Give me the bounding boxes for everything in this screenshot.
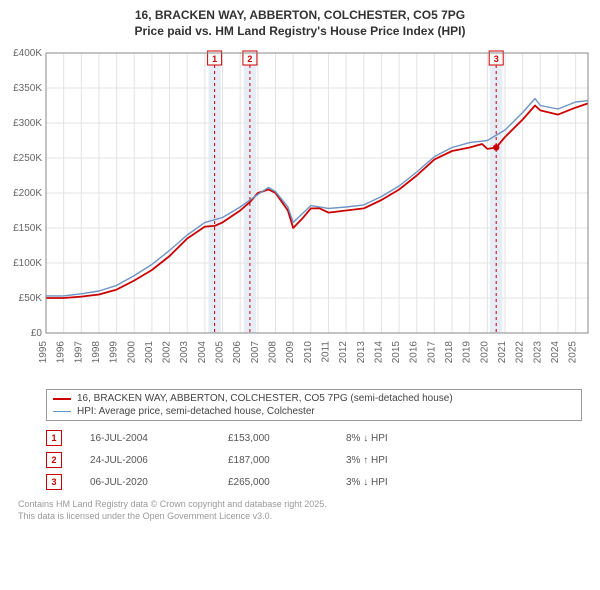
svg-text:1997: 1997 [73, 341, 84, 364]
svg-text:2009: 2009 [285, 341, 296, 364]
svg-text:2024: 2024 [550, 341, 561, 364]
footnote-line-1: Contains HM Land Registry data © Crown c… [18, 499, 582, 511]
legend-label: 16, BRACKEN WAY, ABBERTON, COLCHESTER, C… [77, 393, 453, 404]
svg-text:1995: 1995 [38, 341, 49, 364]
svg-text:£350K: £350K [13, 83, 42, 94]
svg-text:1996: 1996 [56, 341, 67, 364]
svg-text:2006: 2006 [232, 341, 243, 364]
legend-item: HPI: Average price, semi-detached house,… [53, 405, 575, 418]
svg-text:2016: 2016 [409, 341, 420, 364]
svg-text:2019: 2019 [462, 341, 473, 364]
event-price: £187,000 [228, 455, 318, 466]
svg-text:2008: 2008 [268, 341, 279, 364]
event-date: 24-JUL-2006 [90, 455, 200, 466]
svg-text:2001: 2001 [144, 341, 155, 364]
svg-text:2023: 2023 [532, 341, 543, 364]
svg-text:2013: 2013 [356, 341, 367, 364]
legend-swatch [53, 398, 71, 400]
svg-text:2004: 2004 [197, 341, 208, 364]
title-line-1: 16, BRACKEN WAY, ABBERTON, COLCHESTER, C… [8, 8, 592, 24]
chart-area: £0 £50K £100K £150K £200K £250K £300K £350K £400… [8, 43, 592, 383]
title-line-2: Price paid vs. HM Land Registry's House … [8, 24, 592, 40]
event-price: £153,000 [228, 433, 318, 444]
svg-text:2: 2 [247, 54, 252, 64]
svg-text:£50K: £50K [19, 293, 43, 304]
svg-text:2022: 2022 [515, 341, 526, 364]
event-date: 16-JUL-2004 [90, 433, 200, 444]
svg-text:2010: 2010 [303, 341, 314, 364]
svg-text:1998: 1998 [91, 341, 102, 364]
event-row: 2 24-JUL-2006 £187,000 3% ↑ HPI [46, 449, 582, 471]
svg-text:£300K: £300K [13, 118, 42, 129]
svg-text:2007: 2007 [250, 341, 261, 364]
event-row: 3 06-JUL-2020 £265,000 3% ↓ HPI [46, 471, 582, 493]
chart-title: 16, BRACKEN WAY, ABBERTON, COLCHESTER, C… [8, 8, 592, 39]
svg-text:2020: 2020 [479, 341, 490, 364]
legend-label: HPI: Average price, semi-detached house,… [77, 406, 315, 417]
svg-text:2011: 2011 [320, 341, 331, 363]
svg-text:2005: 2005 [215, 341, 226, 364]
svg-text:2012: 2012 [338, 341, 349, 364]
event-table: 1 16-JUL-2004 £153,000 8% ↓ HPI 2 24-JUL-2006… [46, 427, 582, 493]
svg-text:1999: 1999 [109, 341, 120, 364]
footnote: Contains HM Land Registry data © Crown c… [18, 499, 582, 522]
legend: 16, BRACKEN WAY, ABBERTON, COLCHESTER, C… [46, 389, 582, 421]
event-price: £265,000 [228, 477, 318, 488]
line-chart: £0 £50K £100K £150K £200K £250K £300K £350K £400… [8, 43, 592, 383]
svg-text:£400K: £400K [13, 48, 42, 59]
svg-text:£200K: £200K [13, 188, 42, 199]
svg-text:1: 1 [212, 54, 217, 64]
event-date: 06-JUL-2020 [90, 477, 200, 488]
svg-text:2002: 2002 [162, 341, 173, 364]
event-badge: 1 [46, 430, 62, 446]
svg-text:2015: 2015 [391, 341, 402, 364]
svg-text:2021: 2021 [497, 341, 508, 364]
footnote-line-2: This data is licensed under the Open Gov… [18, 511, 582, 523]
event-delta: 3% ↑ HPI [346, 455, 446, 466]
svg-text:2025: 2025 [568, 341, 579, 364]
legend-swatch [53, 411, 71, 412]
svg-text:2000: 2000 [126, 341, 137, 364]
svg-text:£150K: £150K [13, 223, 42, 234]
svg-text:£0: £0 [31, 328, 43, 339]
event-delta: 8% ↓ HPI [346, 433, 446, 444]
svg-text:2003: 2003 [179, 341, 190, 364]
svg-text:2014: 2014 [373, 341, 384, 364]
svg-text:£250K: £250K [13, 153, 42, 164]
svg-text:2017: 2017 [426, 341, 437, 364]
svg-text:£100K: £100K [13, 258, 42, 269]
event-badge: 2 [46, 452, 62, 468]
svg-text:3: 3 [494, 54, 499, 64]
event-delta: 3% ↓ HPI [346, 477, 446, 488]
event-badge: 3 [46, 474, 62, 490]
event-row: 1 16-JUL-2004 £153,000 8% ↓ HPI [46, 427, 582, 449]
legend-item: 16, BRACKEN WAY, ABBERTON, COLCHESTER, C… [53, 392, 575, 405]
svg-text:2018: 2018 [444, 341, 455, 364]
